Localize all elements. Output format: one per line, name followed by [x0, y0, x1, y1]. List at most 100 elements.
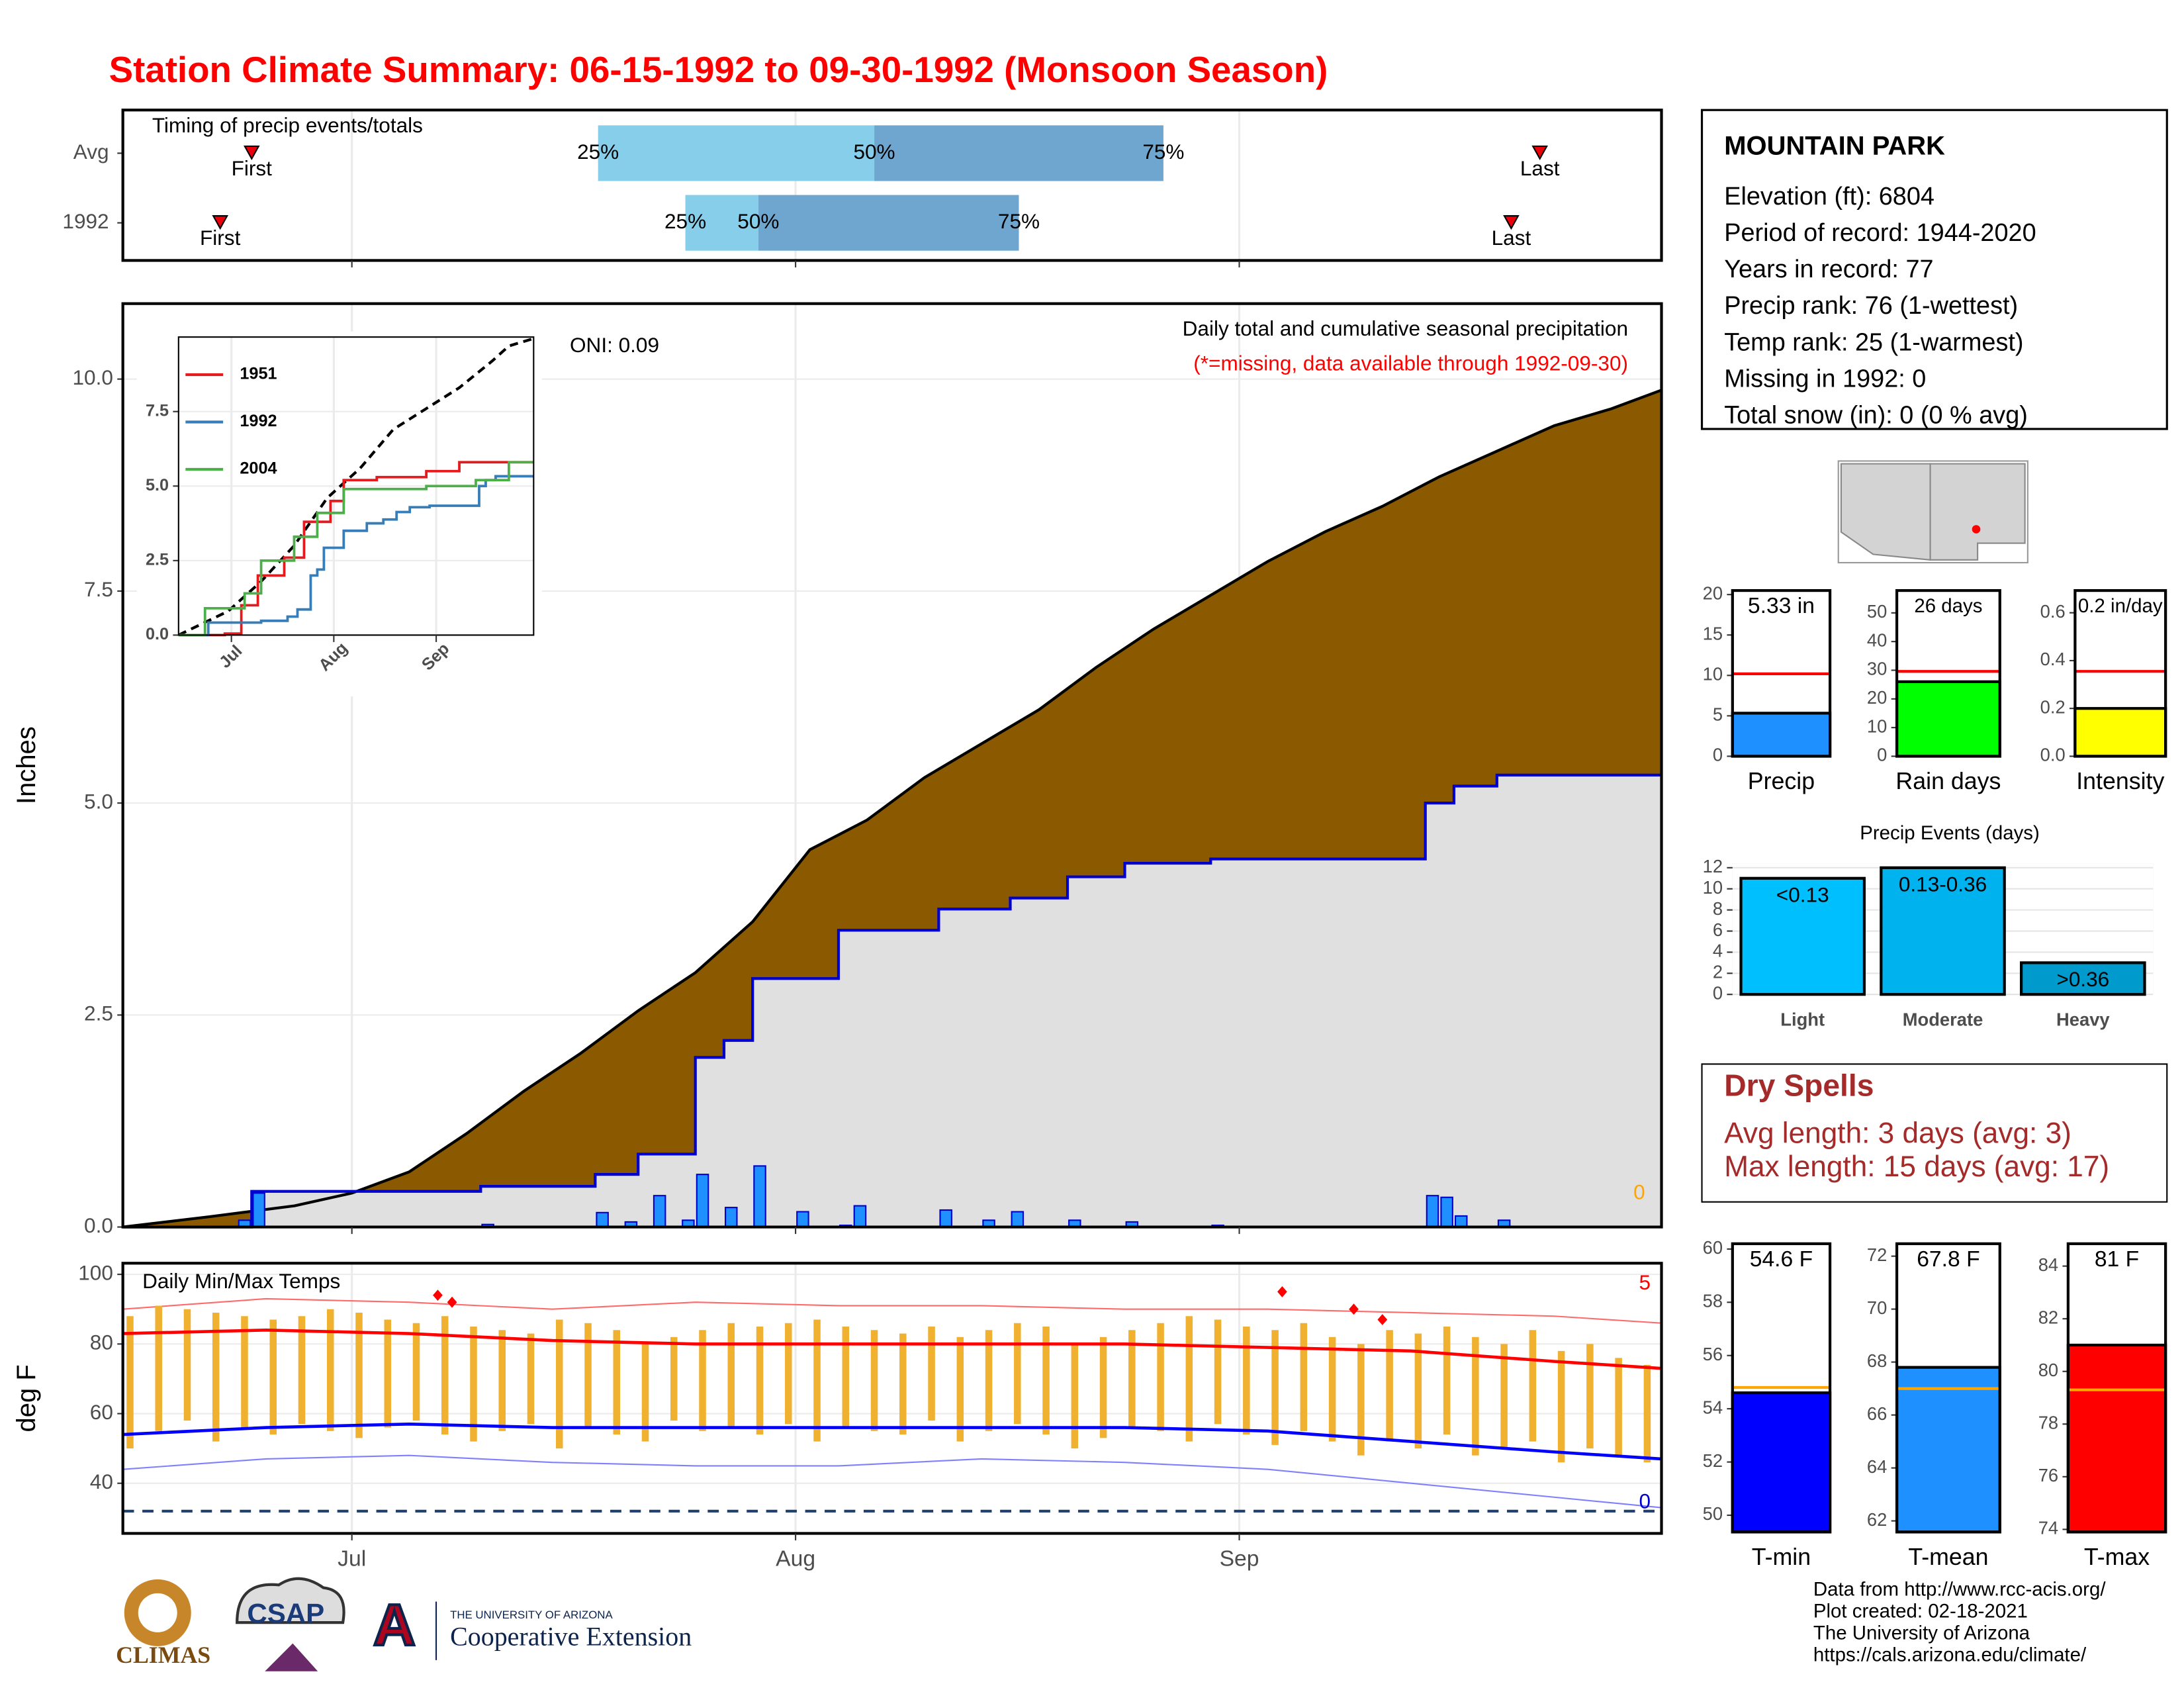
- x-tick-label: Sep: [1220, 1546, 1259, 1571]
- quantile-label: 50%: [737, 209, 779, 233]
- station-name: MOUNTAIN PARK: [1724, 132, 1945, 161]
- y-tick-label: 50: [1703, 1503, 1723, 1524]
- quantile-label: 25%: [577, 140, 619, 164]
- daily-precip-bar: [796, 1211, 809, 1228]
- daily-temp-bar: [956, 1336, 964, 1442]
- daily-temp-bar: [126, 1316, 134, 1449]
- legend-label: 1992: [240, 412, 277, 430]
- daily-precip-bar: [725, 1207, 738, 1228]
- daily-temp-bar: [1014, 1323, 1021, 1425]
- quantile-label: 50%: [853, 140, 895, 164]
- series-line: [178, 475, 534, 637]
- y-tick-label: 10.0: [73, 365, 113, 389]
- value-label: 5.33 in: [1748, 594, 1815, 618]
- event-marker: [243, 145, 260, 161]
- daily-temp-bar: [1214, 1319, 1222, 1425]
- daily-temp-bar: [1185, 1316, 1193, 1442]
- csap-logo: [265, 1643, 318, 1671]
- bin-label: 0.13-0.36: [1899, 872, 1987, 896]
- station-line: Years in record: 77: [1724, 256, 1933, 283]
- y-tick-label: 0.2: [2040, 696, 2066, 717]
- event-marker: [212, 215, 229, 230]
- y-tick-label: 4: [1713, 941, 1723, 961]
- daily-temp-bar: [1443, 1327, 1451, 1435]
- y-tick-label: 2.5: [146, 551, 169, 569]
- daily-temp-bar: [1557, 1350, 1565, 1463]
- chart-note: (*=missing, data available through 1992-…: [1193, 352, 1628, 375]
- credit-line: Plot created: 02-18-2021: [1813, 1601, 2028, 1622]
- y-tick-label: 84: [2038, 1254, 2058, 1275]
- y-tick-label: 76: [2038, 1465, 2058, 1485]
- series-line: [178, 461, 534, 637]
- daily-precip-bar: [1440, 1196, 1453, 1228]
- category-label: Rain days: [1895, 768, 2001, 794]
- daily-temp-bar: [441, 1316, 449, 1435]
- y-tick-label: 60: [1703, 1237, 1723, 1258]
- daily-temp-bar: [641, 1344, 649, 1442]
- daily-temp-bar: [1472, 1336, 1479, 1456]
- x-tick-label: Jul: [338, 1546, 366, 1571]
- daily-precip-bar: [753, 1165, 766, 1228]
- plot-frame: [1731, 588, 1832, 758]
- station-line: Total snow (in): 0 (0 % avg): [1724, 402, 2028, 430]
- row-label: 1992: [62, 209, 109, 233]
- map-state: [1929, 463, 2026, 561]
- climas-logo: [138, 1593, 177, 1632]
- record-low-count: 0: [1639, 1489, 1651, 1513]
- avg-min-line: [122, 1422, 1662, 1461]
- y-tick-label: 56: [1703, 1344, 1723, 1364]
- daily-temp-bar: [613, 1330, 621, 1435]
- daily-temp-bar: [155, 1305, 162, 1431]
- y-tick-label: 5.0: [146, 476, 169, 494]
- bar: [1731, 1391, 1832, 1534]
- daily-temp-bar: [1529, 1330, 1537, 1442]
- daily-temp-bar: [1615, 1358, 1622, 1456]
- legend-label: 1951: [240, 365, 277, 383]
- y-tick-label: 2.5: [84, 1002, 113, 1025]
- value-label: 54.6 F: [1750, 1247, 1813, 1272]
- credit-line: Data from http://www.rcc-acis.org/: [1813, 1579, 2106, 1601]
- y-tick-label: 50: [1867, 601, 1887, 622]
- daily-temp-bar: [1071, 1344, 1079, 1449]
- page-title: Station Climate Summary: 06-15-1992 to 0…: [109, 49, 1328, 90]
- map-state: [1840, 463, 1931, 561]
- bar: [2020, 961, 2146, 996]
- y-tick-label: 12: [1703, 856, 1723, 876]
- logo-text: Cooperative Extension: [450, 1622, 692, 1652]
- bin-label: <0.13: [1776, 882, 1829, 906]
- average-line: [177, 337, 534, 637]
- y-tick-label: 0.0: [2040, 745, 2066, 765]
- y-tick-label: 20: [1867, 687, 1887, 708]
- timing-upper-range: [758, 195, 1019, 251]
- plot-frame: [1895, 1242, 2001, 1534]
- plot-frame: [121, 109, 1663, 262]
- daily-temp-bar: [355, 1312, 363, 1438]
- y-tick-label: 0.0: [84, 1213, 113, 1237]
- bin-label: >0.36: [2056, 967, 2109, 991]
- x-tick-label: Aug: [776, 1546, 815, 1571]
- station-line: Precip rank: 76 (1-wettest): [1724, 292, 2018, 320]
- daily-temp-bar: [785, 1323, 792, 1425]
- dry-spells-title: Dry Spells: [1724, 1068, 1874, 1102]
- cumulative-line: [122, 773, 1662, 1229]
- daily-temp-bar: [899, 1333, 907, 1435]
- station-line: Period of record: 1944-2020: [1724, 219, 2036, 247]
- daily-temp-bar: [527, 1333, 535, 1425]
- daily-temp-bar: [699, 1330, 706, 1431]
- y-tick-label: 66: [1867, 1403, 1887, 1424]
- daily-precip-bar: [853, 1205, 867, 1228]
- timing-lower-range: [598, 125, 875, 181]
- csap-logo: [236, 1577, 345, 1624]
- average-cumulative-line: [122, 389, 1662, 1229]
- bar: [1895, 1366, 2001, 1534]
- station-line: Missing in 1992: 0: [1724, 365, 1926, 393]
- daily-temp-bar: [1157, 1323, 1164, 1431]
- y-tick-label: 82: [2038, 1307, 2058, 1327]
- row-label: Avg: [73, 140, 109, 164]
- daily-precip-bar: [653, 1195, 666, 1228]
- dry-spells-line: Max length: 15 days (avg: 17): [1724, 1150, 2109, 1183]
- daily-temp-bar: [1414, 1333, 1422, 1449]
- y-tick-label: 0: [1713, 982, 1723, 1003]
- daily-precip-bar: [1454, 1215, 1468, 1228]
